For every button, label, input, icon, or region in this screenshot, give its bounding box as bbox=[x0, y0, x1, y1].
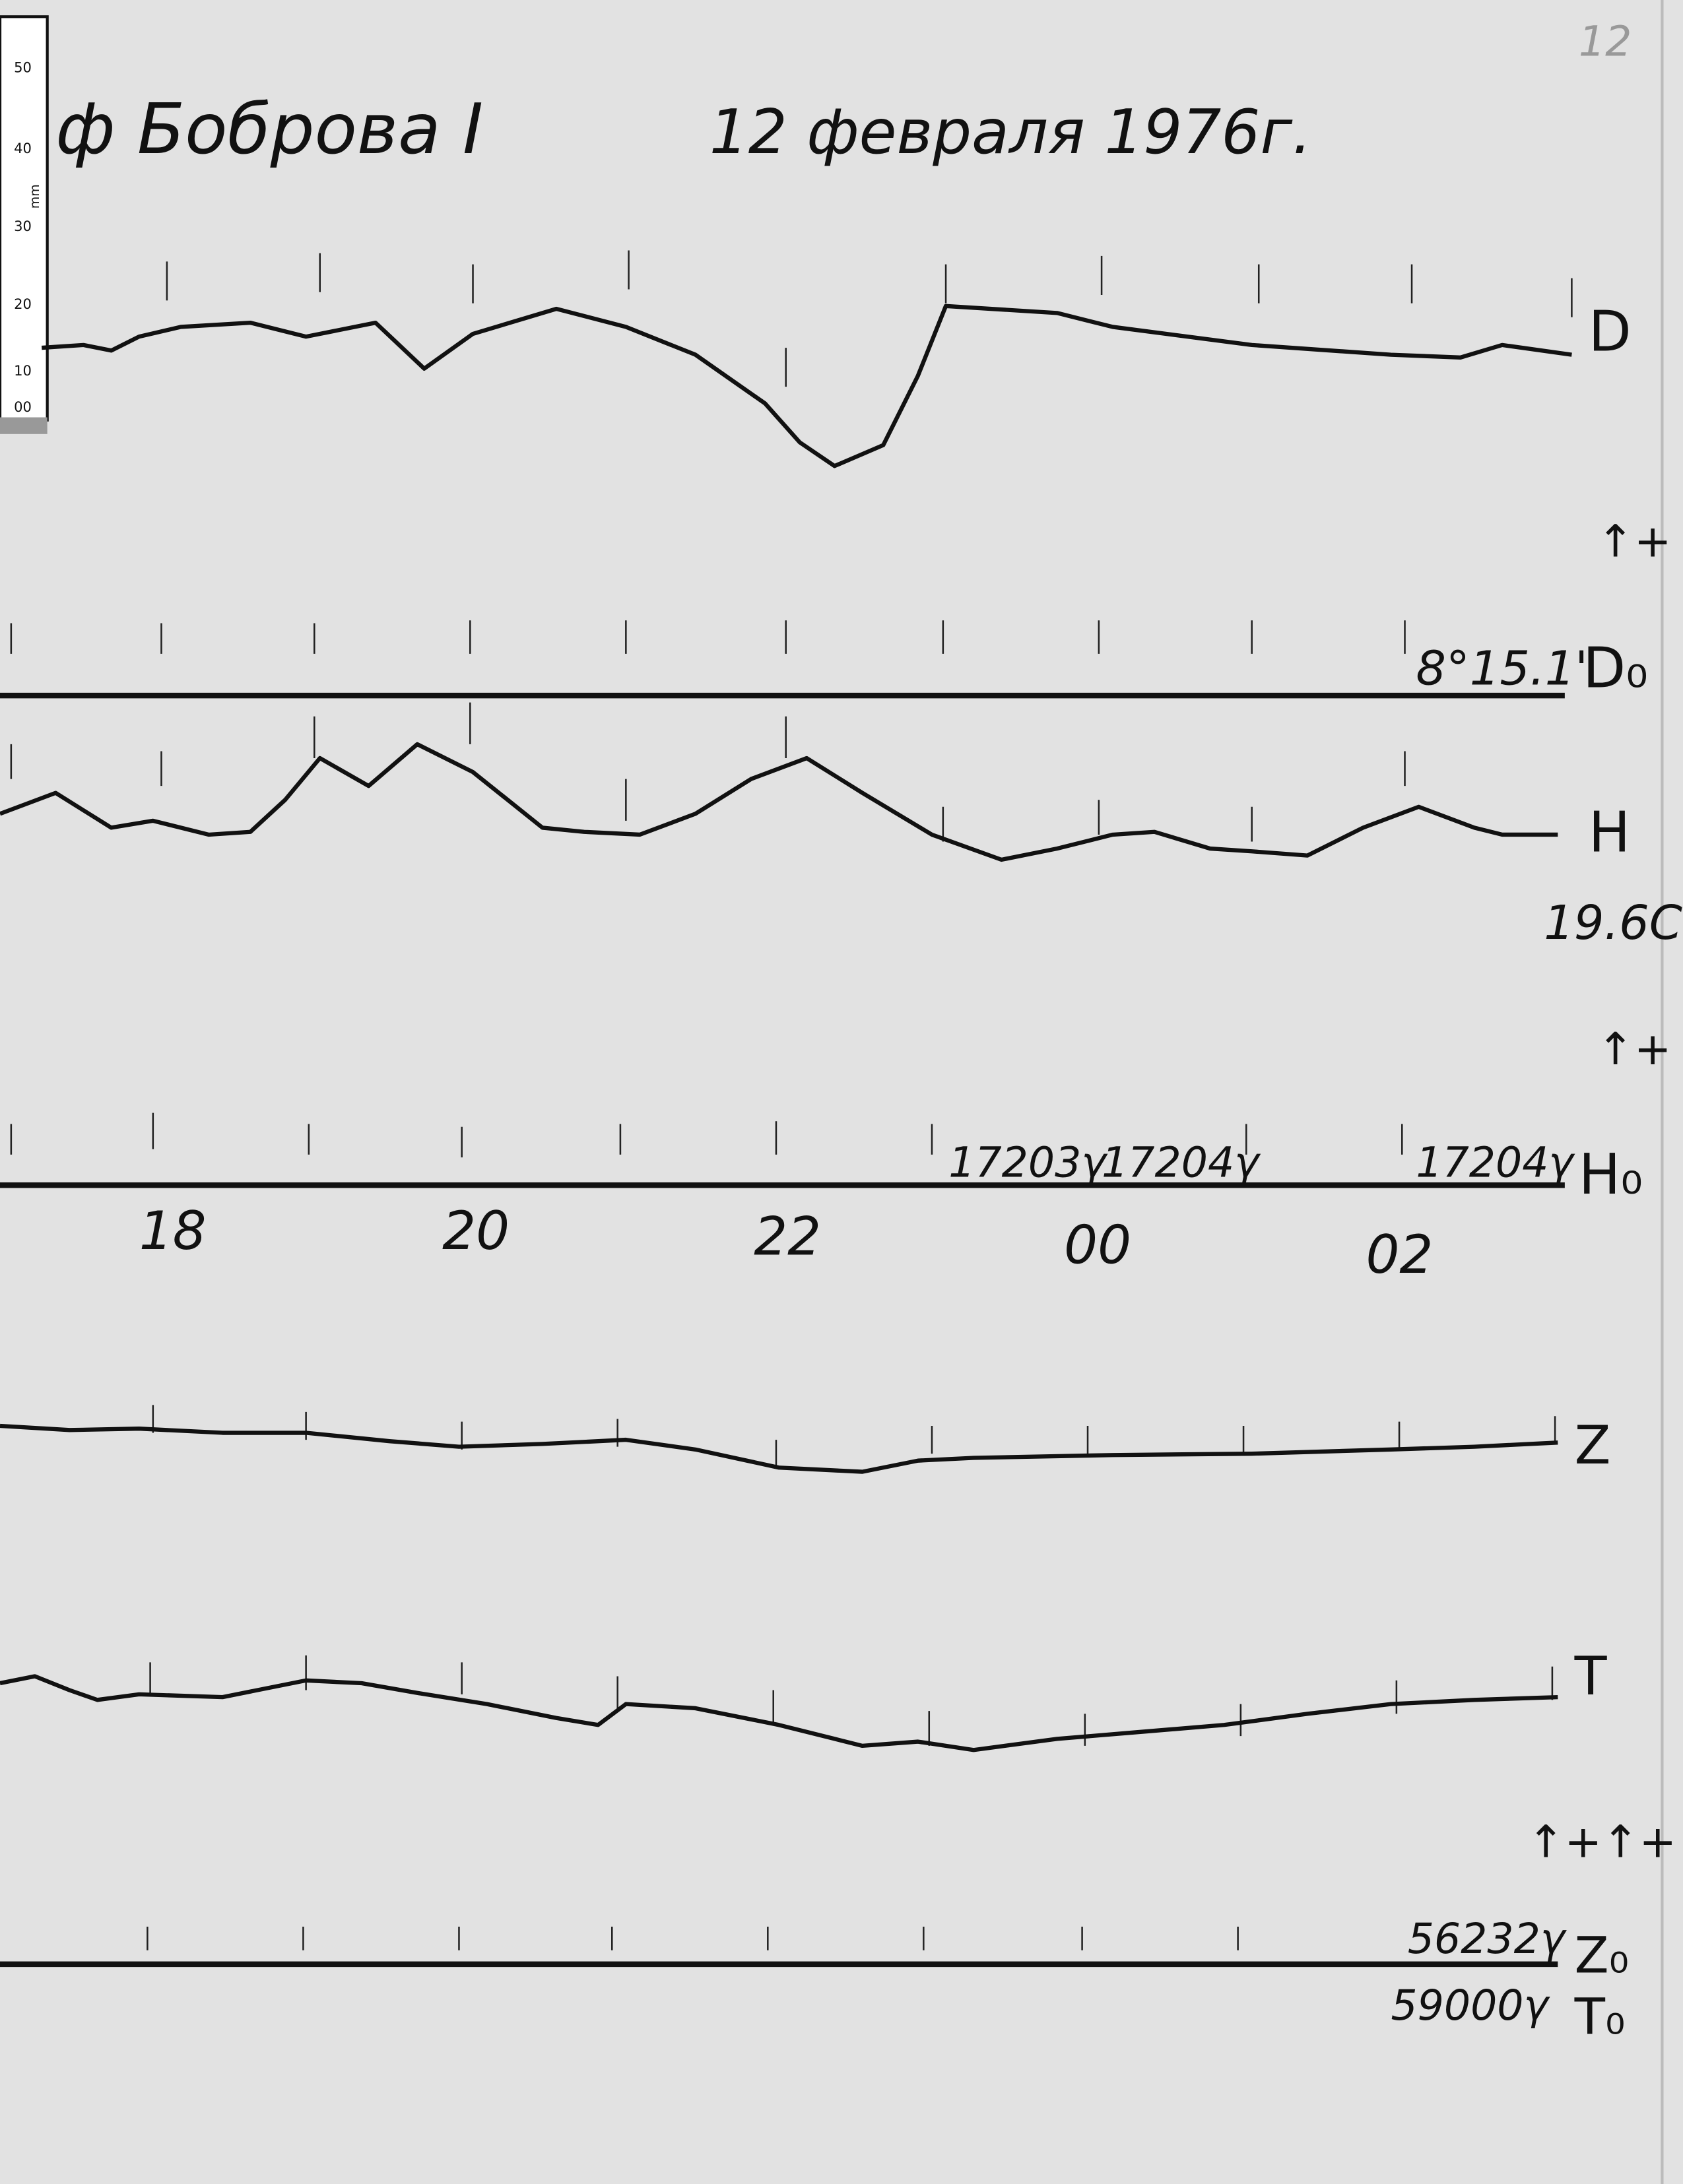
ruler-label: 40 bbox=[14, 140, 32, 156]
ruler-shadow bbox=[0, 417, 48, 434]
h-base-value: 17204γ bbox=[1102, 1138, 1261, 1187]
d-base-ticks bbox=[10, 620, 1406, 654]
d-trace bbox=[42, 304, 1572, 468]
z-trace bbox=[0, 1423, 1558, 1474]
ruler-label: 30 bbox=[14, 218, 32, 234]
h-label: H bbox=[1589, 800, 1630, 864]
t-base-value: 59000γ bbox=[1391, 1981, 1550, 2030]
ruler-label: 50 bbox=[14, 59, 32, 76]
ruler-label: 10 bbox=[14, 362, 32, 379]
page-number: 12 bbox=[1579, 16, 1632, 65]
h-temperature: 19.6C bbox=[1544, 895, 1682, 950]
time-label: 18 bbox=[139, 1200, 207, 1262]
d-base-label: D₀ bbox=[1583, 635, 1648, 700]
zt-base-ticks bbox=[147, 1926, 1239, 1950]
t-trace bbox=[0, 1674, 1558, 1752]
h-base-ticks bbox=[10, 1112, 1403, 1158]
h-ticks bbox=[10, 702, 1406, 842]
time-label: 02 bbox=[1366, 1224, 1434, 1285]
h-base-label: H₀ bbox=[1579, 1142, 1643, 1207]
h-base-value: 17204γ bbox=[1416, 1138, 1575, 1187]
ruler-body bbox=[0, 15, 49, 422]
z-base-value: 56232γ bbox=[1408, 1914, 1568, 1963]
time-label: 20 bbox=[442, 1200, 510, 1262]
t-base-label: T₀ bbox=[1574, 1987, 1626, 2045]
tick-marks bbox=[166, 250, 1573, 387]
h-direction: ↑+ bbox=[1597, 1023, 1671, 1075]
date: 12 февраля 1976г. bbox=[710, 96, 1312, 168]
t-ticks bbox=[149, 1655, 1554, 1746]
d-direction: ↑+ bbox=[1597, 515, 1671, 567]
t-direction: ↑+↑+ bbox=[1527, 1816, 1676, 1868]
z-ticks bbox=[152, 1405, 1556, 1468]
z-base-label: Z₀ bbox=[1575, 1927, 1629, 1985]
ruler-label: 20 bbox=[14, 296, 32, 312]
title: ф Боброва I bbox=[55, 88, 483, 170]
ruler-label: 00 bbox=[14, 399, 32, 415]
d-label: D bbox=[1589, 299, 1632, 364]
time-label: 22 bbox=[754, 1206, 821, 1268]
ruler-unit: mm bbox=[28, 184, 42, 209]
z-label: Z bbox=[1575, 1415, 1611, 1476]
h-base-value: 17203γ bbox=[948, 1138, 1108, 1187]
time-label: 00 bbox=[1064, 1214, 1131, 1275]
t-label: T bbox=[1574, 1646, 1608, 1707]
d-base-value: 8°15.1' bbox=[1416, 640, 1588, 695]
h-trace bbox=[0, 742, 1558, 862]
d-ticks bbox=[166, 250, 1573, 387]
ruler: 50 40 30 20 10 00 mm bbox=[0, 15, 49, 434]
